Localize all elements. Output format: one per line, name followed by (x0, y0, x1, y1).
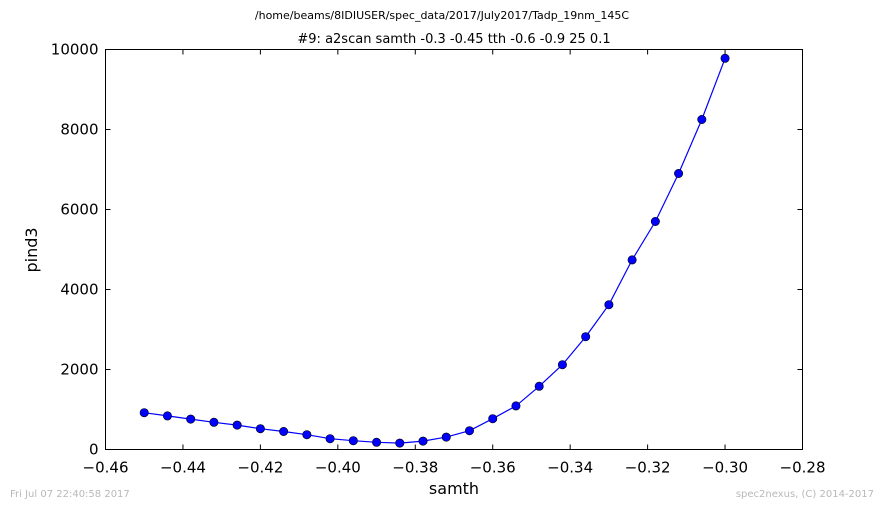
data-point (627, 255, 637, 265)
data-point (279, 426, 289, 436)
y-axis-label: pind3 (22, 227, 41, 272)
timestamp-footer: Fri Jul 07 22:40:58 2017 (10, 489, 130, 500)
data-point (557, 360, 567, 370)
data-point (139, 408, 149, 418)
y-tick-label: 4000 (60, 281, 98, 299)
y-tick-label: 8000 (60, 121, 98, 139)
x-tick-label: −0.38 (392, 459, 438, 477)
y-tick-label: 10000 (51, 41, 99, 59)
data-point (255, 424, 265, 434)
data-point (418, 436, 428, 446)
data-point (325, 434, 335, 444)
data-point (720, 53, 730, 63)
y-axis: 0 2000 4000 6000 8000 10000 (51, 41, 803, 459)
data-point (209, 417, 219, 427)
data-point (488, 414, 498, 424)
data-point (372, 437, 382, 447)
x-tick-label: −0.32 (625, 459, 671, 477)
x-tick-label: −0.46 (83, 459, 129, 477)
x-axis: −0.46 −0.44 −0.42 −0.40 −0.38 −0.36 −0.34 −0.32… (83, 49, 826, 477)
x-tick-label: −0.40 (315, 459, 361, 477)
x-tick-label: −0.44 (160, 459, 206, 477)
data-point (395, 438, 405, 448)
data-point (464, 426, 474, 436)
credit-footer: spec2nexus, (C) 2014-2017 (735, 489, 874, 500)
data-point (674, 169, 684, 179)
data-point (348, 436, 358, 446)
x-axis-label: samth (429, 479, 479, 498)
x-tick-label: −0.42 (237, 459, 283, 477)
series-line (144, 58, 726, 444)
x-tick-label: −0.28 (780, 459, 826, 477)
data-point (604, 300, 614, 310)
plot-area-frame (105, 49, 803, 450)
data-point (581, 332, 591, 342)
data-point (697, 115, 707, 125)
file-path-caption: /home/beams/8IDIUSER/spec_data/2017/July… (254, 9, 630, 22)
data-point (441, 432, 451, 442)
data-point (232, 420, 242, 430)
data-point (650, 217, 660, 227)
data-point (186, 414, 196, 424)
data-point (302, 430, 312, 440)
chart-title: #9: a2scan samth -0.3 -0.45 tth -0.6 -0.… (297, 32, 610, 47)
x-tick-label: −0.36 (470, 459, 516, 477)
x-tick-label: −0.30 (702, 459, 748, 477)
y-tick-label: 2000 (60, 361, 98, 379)
data-point (162, 411, 172, 421)
y-tick-label: 6000 (60, 201, 98, 219)
y-tick-label: 0 (89, 441, 99, 459)
x-tick-label: −0.34 (547, 459, 593, 477)
series-markers (139, 53, 730, 448)
data-point (534, 381, 544, 391)
data-point (511, 401, 521, 411)
